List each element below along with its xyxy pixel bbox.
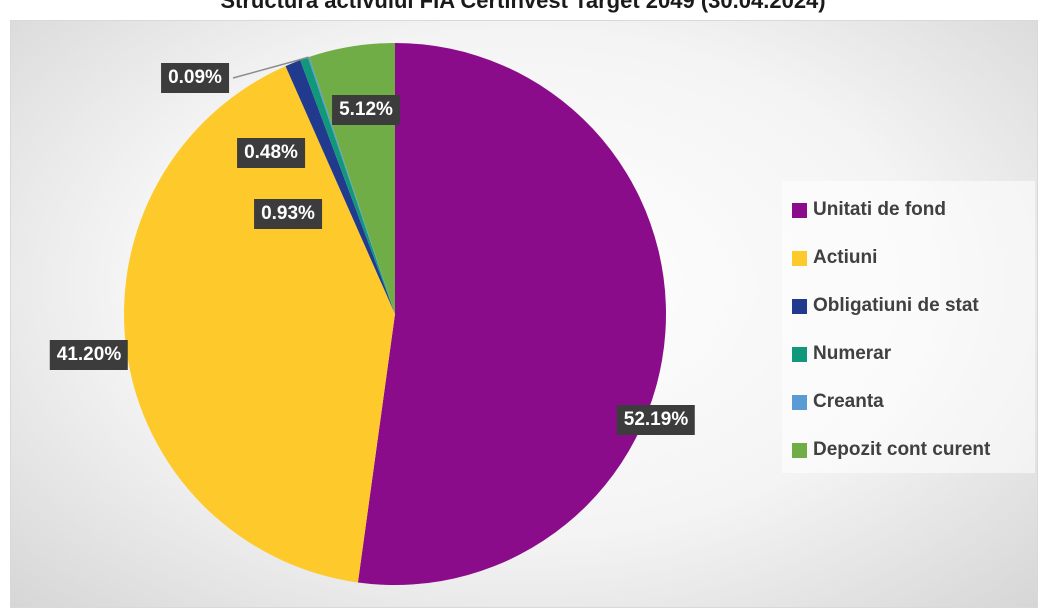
data-label-obligatiuni-de-stat: 0.93% xyxy=(254,199,322,229)
data-label-unitati-de-fond: 52.19% xyxy=(616,405,696,435)
legend-label: Numerar xyxy=(813,343,892,364)
pie-slice-unitati-de-fond xyxy=(357,43,666,585)
pie-chart xyxy=(124,43,666,585)
pie-slice-actiuni xyxy=(124,66,396,583)
legend-item-obligatiuni-de-stat: Obligatiuni de stat xyxy=(792,294,979,318)
legend-label: Unitati de fond xyxy=(813,199,946,220)
legend-label: Obligatiuni de stat xyxy=(813,295,979,316)
data-label-creanta: 0.09% xyxy=(161,63,229,93)
data-label-depozit-cont-curent: 5.12% xyxy=(332,95,400,125)
chart-legend: Unitati de fond Actiuni Obligatiuni de sta… xyxy=(782,181,1035,473)
legend-label: Actiuni xyxy=(813,247,878,268)
legend-item-creanta: Creanta xyxy=(792,390,884,414)
legend-label: Creanta xyxy=(813,391,884,412)
pie-slice-obligatiuni-de-stat xyxy=(285,60,395,314)
pie-slice-numerar xyxy=(300,57,395,314)
legend-item-depozit-cont-curent: Depozit cont curent xyxy=(792,438,990,462)
legend-swatch xyxy=(792,250,807,266)
legend-swatch xyxy=(792,298,807,314)
legend-swatch xyxy=(792,442,807,458)
legend-swatch xyxy=(792,346,807,362)
legend-swatch xyxy=(792,202,807,218)
legend-swatch xyxy=(792,394,807,410)
legend-label: Depozit cont curent xyxy=(813,439,991,460)
legend-item-actiuni: Actiuni xyxy=(792,246,877,270)
data-label-actiuni: 41.20% xyxy=(49,340,129,370)
chart-area: 52.19% 41.20% 0.93% 0.48% 0.09% 5.12% Unitati… xyxy=(10,20,1038,608)
legend-item-unitati-de-fond: Unitati de fond xyxy=(792,198,946,222)
data-label-numerar: 0.48% xyxy=(237,138,305,168)
legend-item-numerar: Numerar xyxy=(792,342,891,366)
chart-title: Structura activului FIA Certinvest Targe… xyxy=(220,0,826,13)
pie-slice-creanta xyxy=(307,56,395,314)
leader-line-creanta xyxy=(232,56,309,79)
